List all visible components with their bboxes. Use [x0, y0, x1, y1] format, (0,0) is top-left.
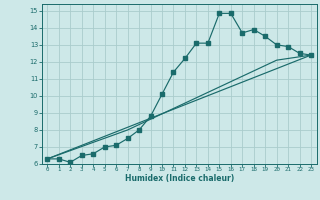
X-axis label: Humidex (Indice chaleur): Humidex (Indice chaleur) — [124, 174, 234, 183]
